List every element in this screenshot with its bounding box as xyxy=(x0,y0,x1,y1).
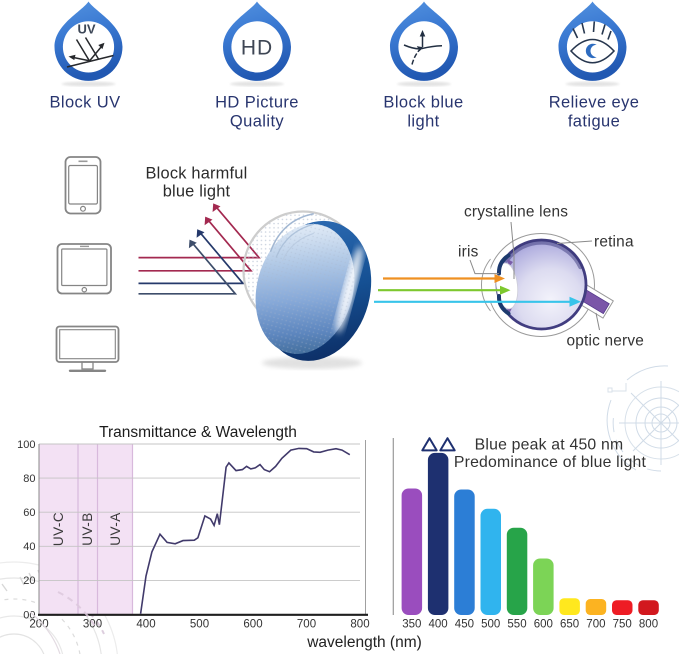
svg-text:100: 100 xyxy=(17,439,35,451)
svg-text:400: 400 xyxy=(136,619,155,631)
svg-text:700: 700 xyxy=(297,619,316,631)
svg-text:light: light xyxy=(407,113,439,131)
svg-text:700: 700 xyxy=(586,619,605,631)
svg-text:UV: UV xyxy=(77,22,95,37)
svg-text:500: 500 xyxy=(190,619,209,631)
svg-text:500: 500 xyxy=(481,619,500,631)
svg-text:HD Picture: HD Picture xyxy=(215,94,299,112)
svg-text:20: 20 xyxy=(23,575,35,587)
svg-text:600: 600 xyxy=(534,619,553,631)
svg-text:550: 550 xyxy=(507,619,526,631)
svg-text:400: 400 xyxy=(429,619,448,631)
svg-text:450: 450 xyxy=(455,619,474,631)
svg-text:Block harmful: Block harmful xyxy=(146,165,248,183)
svg-text:iris: iris xyxy=(458,244,479,261)
svg-text:Quality: Quality xyxy=(230,113,285,131)
svg-text:fatigue: fatigue xyxy=(568,113,620,131)
svg-text:UV-A: UV-A xyxy=(108,512,123,546)
svg-text:blue light: blue light xyxy=(163,183,231,201)
svg-text:Block UV: Block UV xyxy=(49,94,120,112)
svg-text:optic nerve: optic nerve xyxy=(567,333,645,350)
svg-text:650: 650 xyxy=(560,619,579,631)
svg-text:600: 600 xyxy=(243,619,262,631)
svg-text:200: 200 xyxy=(29,619,48,631)
svg-text:retina: retina xyxy=(594,234,634,251)
svg-text:UV-C: UV-C xyxy=(51,512,66,546)
svg-text:00: 00 xyxy=(23,610,35,622)
svg-text:80: 80 xyxy=(23,473,35,485)
svg-text:750: 750 xyxy=(613,619,632,631)
svg-text:crystalline lens: crystalline lens xyxy=(464,204,568,221)
svg-text:40: 40 xyxy=(23,541,35,553)
svg-text:60: 60 xyxy=(23,507,35,519)
svg-text:350: 350 xyxy=(402,619,421,631)
svg-text:Blue peak at 450 nm: Blue peak at 450 nm xyxy=(475,437,624,454)
svg-text:wavelength (nm): wavelength (nm) xyxy=(306,634,422,651)
svg-text:Block blue: Block blue xyxy=(383,94,463,112)
svg-text:Transmittance & Wavelength: Transmittance & Wavelength xyxy=(99,424,297,441)
svg-text:800: 800 xyxy=(350,619,369,631)
svg-text:UV-B: UV-B xyxy=(80,512,95,546)
svg-text:Predominance of blue light: Predominance of blue light xyxy=(454,454,647,471)
svg-text:Relieve eye: Relieve eye xyxy=(549,94,640,112)
svg-text:HD: HD xyxy=(241,37,273,60)
svg-text:800: 800 xyxy=(639,619,658,631)
svg-text:300: 300 xyxy=(83,619,102,631)
